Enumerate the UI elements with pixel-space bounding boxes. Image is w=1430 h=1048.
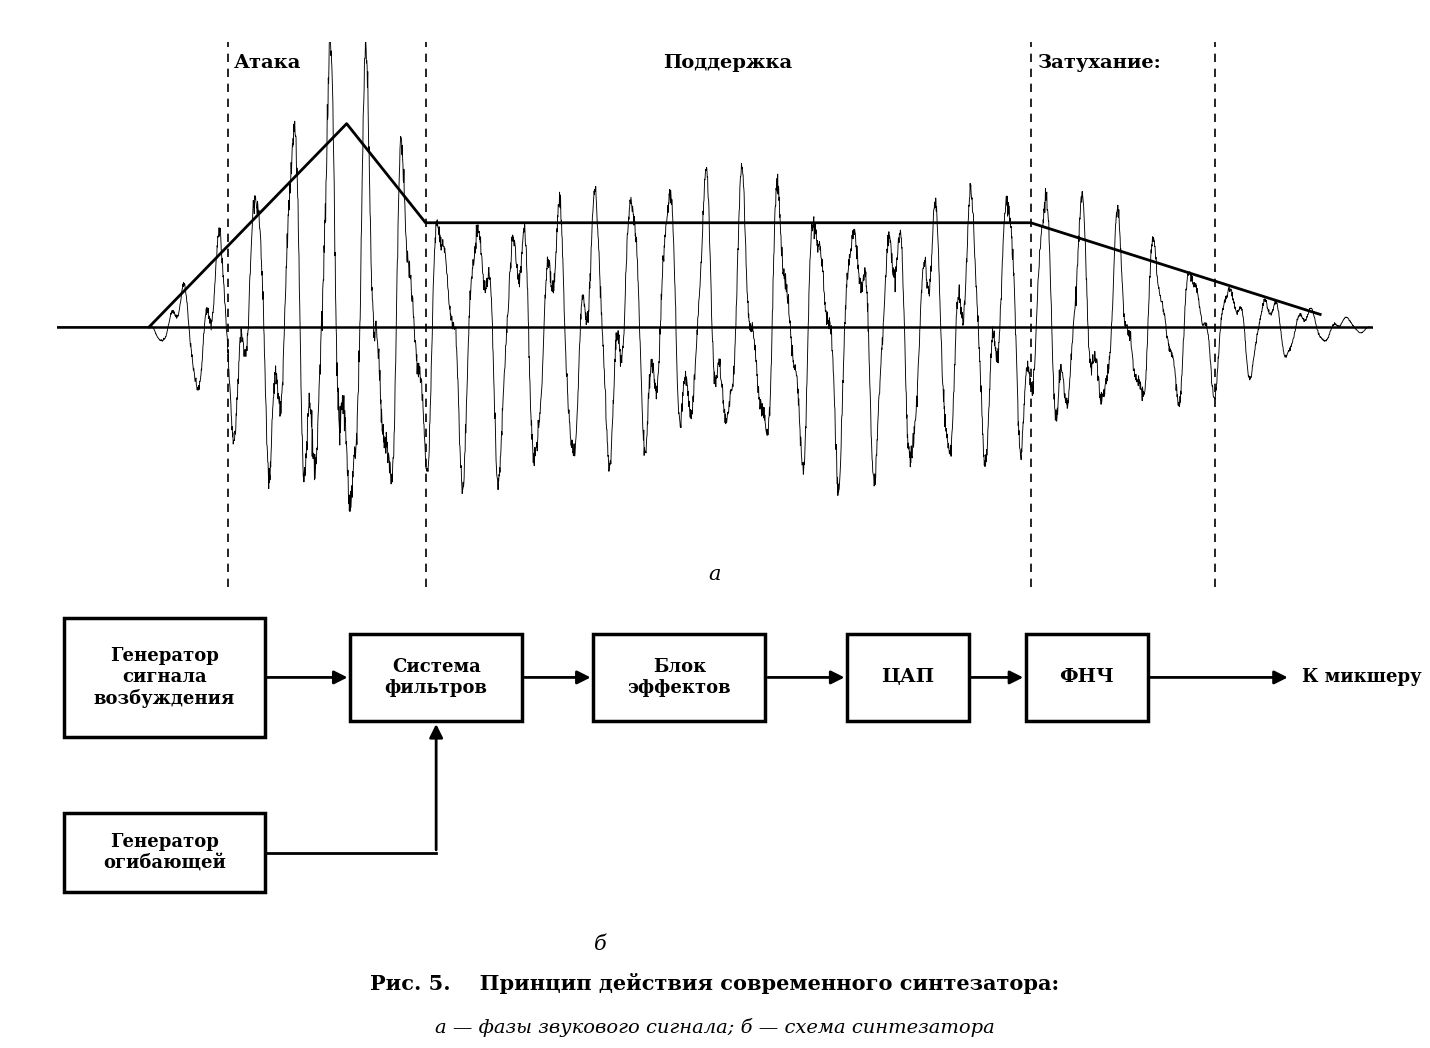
Text: Генератор
огибающей: Генератор огибающей xyxy=(103,833,226,872)
Text: ФНЧ: ФНЧ xyxy=(1060,669,1114,686)
Text: Рис. 5.    Принцип действия современного синтезатора:: Рис. 5. Принцип действия современного си… xyxy=(370,974,1060,995)
Text: а: а xyxy=(709,565,721,584)
Bar xyxy=(64,617,265,737)
Text: б: б xyxy=(595,935,606,954)
Text: Затухание:: Затухание: xyxy=(1037,54,1161,72)
Text: Блок
эффектов: Блок эффектов xyxy=(628,658,731,697)
Bar xyxy=(1027,634,1147,721)
Text: а — фазы звукового сигнала; б — схема синтезатора: а — фазы звукового сигнала; б — схема си… xyxy=(435,1018,995,1036)
Bar xyxy=(64,813,265,893)
Text: К микшеру: К микшеру xyxy=(1301,669,1421,686)
Bar xyxy=(593,634,765,721)
Text: Система
фильтров: Система фильтров xyxy=(385,658,488,697)
Bar xyxy=(350,634,522,721)
Text: ЦАП: ЦАП xyxy=(881,669,935,686)
Text: Генератор
сигнала
возбуждения: Генератор сигнала возбуждения xyxy=(94,647,235,707)
Text: Поддержка: Поддержка xyxy=(664,54,792,72)
Text: Атака: Атака xyxy=(233,54,300,72)
Bar xyxy=(847,634,970,721)
